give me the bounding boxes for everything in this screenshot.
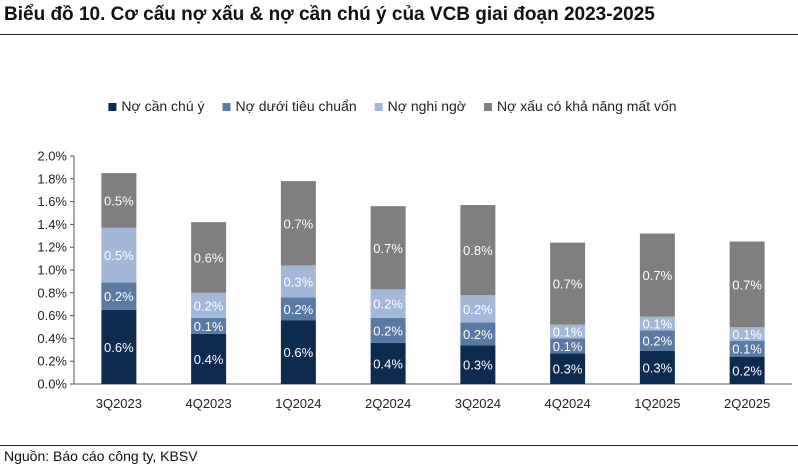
bar-segment (639, 350, 675, 384)
data-label: 0.2% (463, 302, 493, 317)
data-label: 0.1% (194, 319, 224, 334)
bar-segment (191, 292, 227, 318)
y-tick-label: 0.0% (37, 377, 67, 392)
data-label: 0.7% (284, 216, 314, 231)
legend-swatch (374, 103, 383, 111)
y-tick-label: 0.8% (37, 285, 67, 300)
data-label: 0.4% (373, 356, 403, 371)
data-label: 0.6% (194, 250, 224, 265)
legend-swatch (483, 103, 492, 111)
data-label: 0.1% (553, 325, 583, 340)
data-label: 0.5% (104, 248, 134, 263)
data-label: 0.3% (463, 358, 493, 373)
data-label: 0.2% (373, 297, 403, 312)
data-label: 0.2% (284, 302, 314, 317)
legend-swatch (222, 103, 231, 111)
legend-label: Nợ cần chú ý (121, 98, 204, 114)
bar-segment (370, 289, 406, 318)
bar-segment (280, 320, 316, 384)
bar-segment (280, 265, 316, 298)
x-tick-label: 1Q2024 (275, 396, 321, 411)
data-label: 0.2% (373, 323, 403, 338)
y-tick-label: 1.8% (37, 171, 67, 186)
x-tick-label: 2Q2024 (365, 396, 411, 411)
data-label: 0.2% (643, 334, 673, 349)
bar-segment (460, 322, 496, 346)
x-tick-label: 2Q2025 (724, 396, 770, 411)
bar-segment (550, 324, 586, 339)
source-divider (0, 445, 798, 446)
bar-segment (101, 227, 137, 283)
bar-segment (101, 282, 137, 310)
legend-label: Nợ xấu có khả năng mất vốn (497, 98, 677, 114)
data-label: 0.4% (194, 352, 224, 367)
bar-segment (370, 206, 406, 290)
bar-segment (460, 205, 496, 296)
bar-segment (101, 309, 137, 384)
x-tick-label: 4Q2023 (185, 396, 231, 411)
y-tick-label: 1.4% (37, 217, 67, 232)
bar-segment (191, 222, 227, 293)
data-label: 0.7% (643, 268, 673, 283)
data-label: 0.2% (194, 298, 224, 313)
bar-segment (729, 356, 765, 384)
data-label: 0.1% (732, 342, 762, 357)
x-tick-label: 3Q2023 (96, 396, 142, 411)
data-label: 0.2% (732, 363, 762, 378)
x-tick-label: 3Q2024 (455, 396, 501, 411)
bar-segment (639, 233, 675, 317)
bar-segment (460, 345, 496, 384)
y-tick-label: 2.0% (37, 149, 67, 164)
data-label: 0.7% (373, 241, 403, 256)
data-label: 0.3% (553, 362, 583, 377)
data-label: 0.3% (643, 360, 673, 375)
data-label: 0.7% (553, 277, 583, 292)
bar-segment (729, 241, 765, 327)
data-label: 0.5% (104, 193, 134, 208)
data-label: 0.8% (463, 243, 493, 258)
x-tick-label: 4Q2024 (544, 396, 590, 411)
bar-segment (550, 338, 586, 354)
data-label: 0.1% (553, 339, 583, 354)
data-label: 0.6% (284, 345, 314, 360)
bar-segment (280, 181, 316, 266)
y-tick-label: 1.2% (37, 240, 67, 255)
data-label: 0.2% (104, 289, 134, 304)
bar-segment (639, 330, 675, 351)
bar-segment (550, 242, 586, 325)
data-label: 0.2% (463, 327, 493, 342)
y-tick-label: 1.6% (37, 194, 67, 209)
legend-label: Nợ nghi ngờ (388, 98, 466, 114)
y-tick-label: 0.6% (37, 308, 67, 323)
stacked-bar-chart: 0.0% 0.2% 0.4% 0.6% 0.8% 1.0% 1.2% 1.4% 1.6% 1.8%… (37, 98, 792, 411)
x-tick-label: 1Q2025 (634, 396, 680, 411)
data-label: 0.1% (732, 327, 762, 342)
bar-segment (280, 297, 316, 321)
bar-segment (639, 316, 675, 331)
bar-segment (191, 333, 227, 384)
bar-segment (101, 173, 137, 228)
chart-title: Biểu đồ 10. Cơ cấu nợ xấu & nợ cần chú ý… (4, 4, 655, 25)
source-note: Nguồn: Báo cáo công ty, KBSV (4, 448, 198, 464)
bar-segment (460, 295, 496, 323)
data-label: 0.7% (732, 277, 762, 292)
bar-segment (729, 327, 765, 341)
bar-segment (550, 353, 586, 384)
bar-segment (370, 317, 406, 343)
y-tick-label: 0.4% (37, 331, 67, 346)
legend-label: Nợ dưới tiêu chuẩn (236, 98, 357, 114)
y-tick-label: 1.0% (37, 263, 67, 278)
legend-swatch (108, 103, 117, 111)
data-label: 0.1% (643, 317, 673, 332)
bar-segment (729, 340, 765, 357)
y-tick-label: 0.2% (37, 354, 67, 369)
bar-segment (191, 317, 227, 334)
data-label: 0.6% (104, 340, 134, 355)
bar-segment (370, 342, 406, 384)
data-label: 0.3% (284, 274, 314, 289)
title-divider (0, 34, 798, 35)
